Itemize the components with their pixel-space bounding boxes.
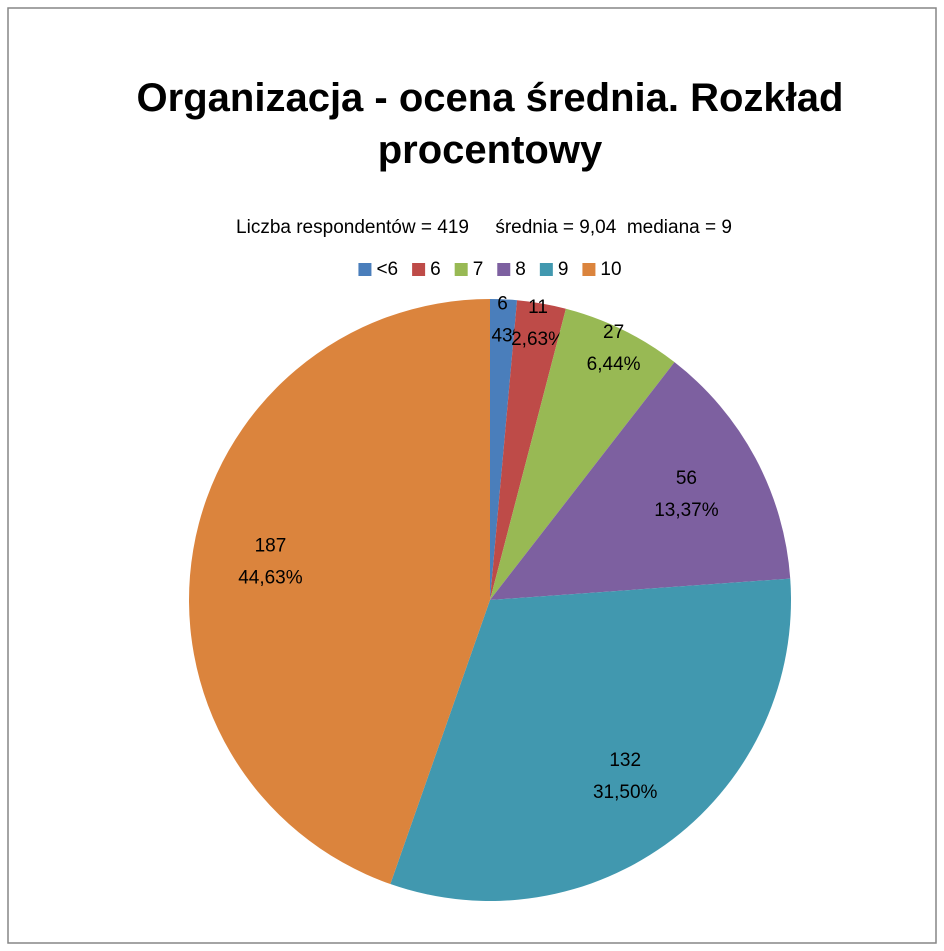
legend-swatch <box>454 263 468 276</box>
data-label: 56 <box>676 468 697 489</box>
data-label: 132 <box>609 750 641 771</box>
pie-slice <box>490 362 791 600</box>
data-label: 6 <box>497 293 508 314</box>
legend-swatch <box>412 263 426 276</box>
legend-swatch <box>358 263 372 276</box>
data-label: 11 <box>528 297 548 318</box>
legend-swatch <box>582 263 596 276</box>
legend-label: 7 <box>473 259 484 280</box>
legend-swatch <box>539 263 553 276</box>
pie-slice <box>189 299 490 885</box>
chart-subtitle: Liczba respondentów = 419 średnia = 9,04… <box>236 217 732 238</box>
pie-slice <box>490 308 675 600</box>
legend-label: 6 <box>430 259 441 280</box>
legend-label: <6 <box>376 259 398 280</box>
data-label: 187 <box>255 536 287 557</box>
legend-label: 10 <box>600 259 621 280</box>
legend: <6 6 7 8 9 10 <box>358 259 622 280</box>
legend-label: 8 <box>515 259 526 280</box>
percent-label: 2,63% <box>511 329 565 350</box>
chart-title: Organizacja - ocena średnia. Rozkład proc… <box>137 76 844 172</box>
percent-label: 13,37% <box>654 500 719 521</box>
legend-swatch <box>497 263 511 276</box>
pie-slice <box>490 299 518 600</box>
pie-slice <box>390 578 791 901</box>
percent-label: 44,63% <box>238 568 303 589</box>
percent-label: 31,50% <box>593 782 658 803</box>
percent-label: 6,44% <box>587 354 641 375</box>
legend-label: 9 <box>558 259 569 280</box>
data-label: 27 <box>603 322 624 343</box>
pie-slice <box>490 300 566 600</box>
